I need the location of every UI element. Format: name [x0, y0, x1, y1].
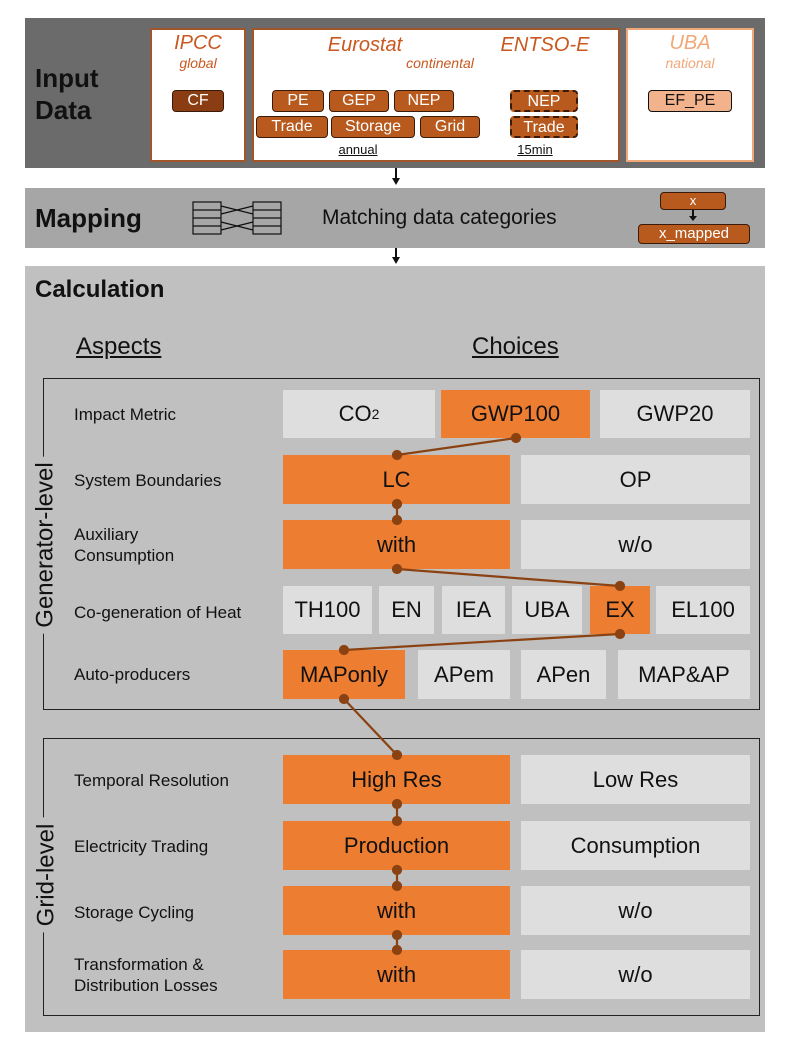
uba-scope: national	[665, 55, 715, 71]
table-mapping-icon	[192, 201, 282, 235]
entsoe-resolution: 15min	[517, 142, 553, 157]
eurostat-scope: continental	[406, 55, 474, 71]
aspect-system-boundaries: System Boundaries	[74, 470, 222, 490]
choice-consumption[interactable]: Consumption	[521, 821, 750, 870]
choice-storage-with[interactable]: with	[283, 886, 510, 935]
choice-gwp100[interactable]: GWP100	[441, 390, 590, 438]
choice-aux-with[interactable]: with	[283, 520, 510, 569]
choice-th100[interactable]: TH100	[283, 586, 372, 634]
chip-gep: GEP	[329, 90, 389, 112]
mapping-arrow-stem	[692, 210, 694, 217]
aspect-auxiliary-consumption: Auxiliary Consumption	[74, 525, 175, 565]
chip-storage: Storage	[331, 116, 415, 138]
choice-apem[interactable]: APem	[418, 650, 510, 699]
aspect-transformation-distribution-losses: Transformation & Distribution Losses	[74, 955, 218, 995]
choice-ex[interactable]: EX	[590, 586, 650, 634]
choice-op[interactable]: OP	[521, 455, 750, 504]
ipcc-name: IPCC	[174, 32, 222, 54]
mapping-title: Mapping	[35, 203, 142, 233]
flow-arrow-head-2	[392, 257, 400, 264]
chip-grid: Grid	[420, 116, 480, 138]
choice-lc[interactable]: LC	[283, 455, 510, 504]
choice-storage-without[interactable]: w/o	[521, 886, 750, 935]
choice-aux-without[interactable]: w/o	[521, 520, 750, 569]
choice-uba[interactable]: UBA	[512, 586, 582, 634]
grid-level-label: Grid-level	[32, 817, 61, 933]
aspect-auto-producers: Auto-producers	[74, 664, 191, 684]
choice-losses-with[interactable]: with	[283, 950, 510, 999]
choice-co2[interactable]: CO 2	[283, 390, 435, 438]
flow-arrow-head	[392, 178, 400, 185]
aspect-temporal-resolution: Temporal Resolution	[74, 770, 229, 790]
choice-co2-label: CO	[338, 401, 372, 426]
grid-level-label-wrap: Grid-level	[26, 790, 66, 960]
chip-nep: NEP	[394, 90, 454, 112]
aspect-storage-cycling: Storage Cycling	[74, 902, 195, 922]
choice-high-res[interactable]: High Res	[283, 755, 510, 804]
choice-maponly[interactable]: MAPonly	[283, 650, 405, 699]
mapping-description: Matching data categories	[322, 206, 557, 229]
chip-x-mapped: x_mapped	[638, 224, 750, 244]
choices-header: Choices	[472, 333, 559, 360]
aspect-impact-metric: Impact Metric	[74, 404, 177, 424]
chip-cf: CF	[172, 90, 224, 112]
chip-pe: PE	[272, 90, 324, 112]
chip-ef-pe: EF_PE	[648, 90, 732, 112]
generator-level-label-wrap: Generator-level	[26, 440, 66, 650]
choice-el100[interactable]: EL100	[656, 586, 750, 634]
flow-arrow-stem-2	[395, 248, 397, 257]
mapping-arrow-head	[689, 216, 697, 221]
input-title-line2: Data	[35, 95, 92, 125]
aspect-co-generation-of-heat: Co-generation of Heat	[74, 602, 242, 622]
chip-x: x	[660, 192, 726, 210]
entsoe-name: ENTSO-E	[500, 34, 590, 56]
input-data-title: Input Data	[35, 62, 99, 126]
choice-losses-without[interactable]: w/o	[521, 950, 750, 999]
calculation-title: Calculation	[35, 276, 165, 303]
choice-low-res[interactable]: Low Res	[521, 755, 750, 804]
choice-gwp20[interactable]: GWP20	[600, 390, 750, 438]
ipcc-scope: global	[179, 55, 217, 71]
choice-apen[interactable]: APen	[521, 650, 606, 699]
uba-name: UBA	[669, 32, 711, 54]
choice-map-ap[interactable]: MAP&AP	[618, 650, 750, 699]
chip-entsoe-nep: NEP	[510, 90, 578, 112]
aspect-electricity-trading: Electricity Trading	[74, 836, 209, 856]
chip-trade: Trade	[256, 116, 328, 138]
choice-iea[interactable]: IEA	[442, 586, 505, 634]
eurostat-resolution: annual	[338, 142, 378, 157]
aspects-header: Aspects	[76, 333, 162, 360]
generator-level-label: Generator-level	[32, 456, 61, 634]
chip-entsoe-trade: Trade	[510, 116, 578, 138]
flow-arrow-stem	[395, 168, 397, 178]
choice-co2-subscript: 2	[371, 406, 380, 422]
input-title-line1: Input	[35, 63, 99, 93]
choice-en[interactable]: EN	[379, 586, 434, 634]
eurostat-name: Eurostat	[327, 34, 403, 56]
choice-production[interactable]: Production	[283, 821, 510, 870]
